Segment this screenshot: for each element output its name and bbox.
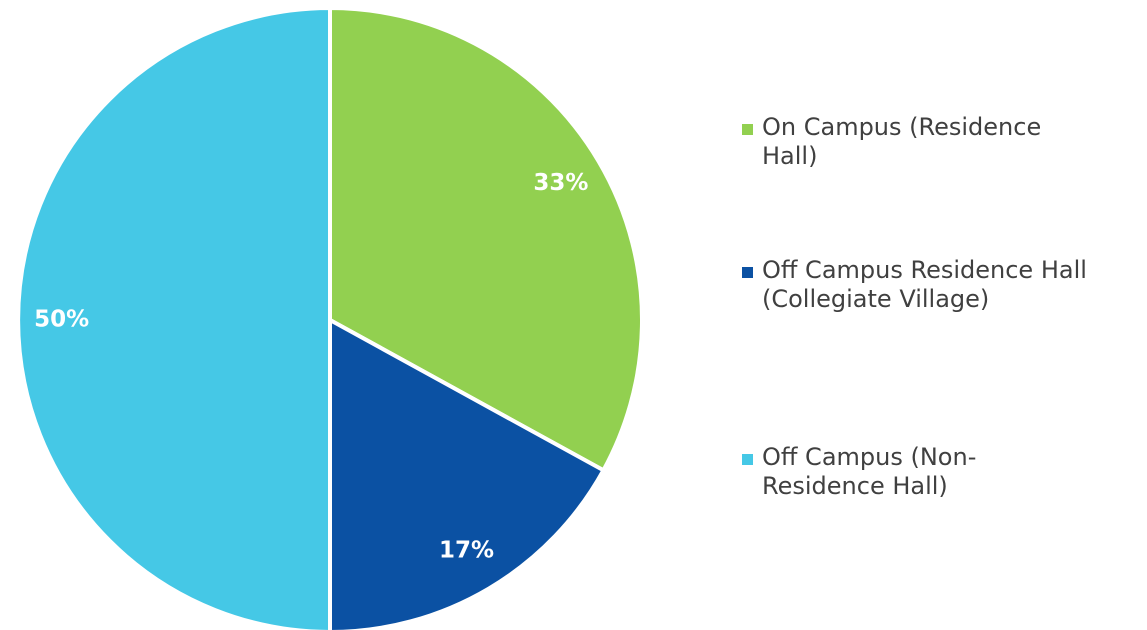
pie-slice xyxy=(328,5,644,474)
data-label: 17% xyxy=(439,537,494,563)
legend-label: Off Campus (Non-Residence Hall) xyxy=(762,443,977,500)
legend-swatch xyxy=(742,267,753,278)
data-label: 33% xyxy=(533,170,588,196)
legend-item: Off Campus Residence Hall (Collegiate Vi… xyxy=(742,256,1142,314)
legend-swatch xyxy=(742,454,753,465)
pie-slice xyxy=(16,5,332,630)
legend-label: On Campus (Residence Hall) xyxy=(762,113,1042,170)
data-label: 50% xyxy=(34,307,89,333)
legend-item: On Campus (Residence Hall) xyxy=(742,113,1042,171)
legend-item: Off Campus (Non-Residence Hall) xyxy=(742,443,1042,501)
legend-label: Off Campus Residence Hall (Collegiate Vi… xyxy=(762,256,1087,313)
legend-swatch xyxy=(742,124,753,135)
